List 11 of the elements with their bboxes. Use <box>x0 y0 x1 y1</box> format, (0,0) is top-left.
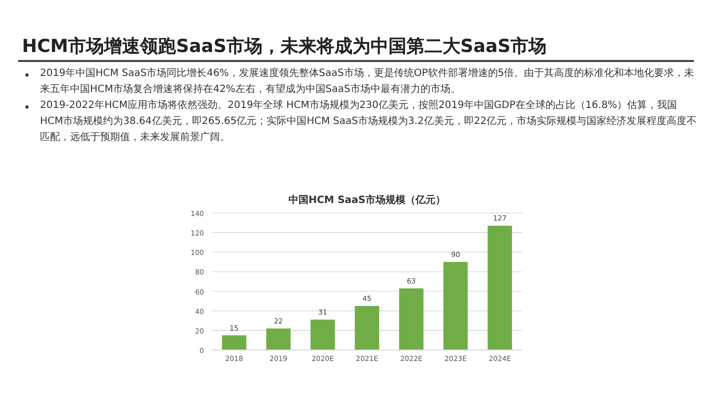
chart-title: HCM市场增速领跑SaaS市场，未来将成为中国第二大SaaS市场 <box>22 35 547 58</box>
bar <box>222 335 246 350</box>
bar <box>399 288 424 350</box>
bar <box>354 306 380 350</box>
text: 2019-2022年HCM应用市场将依然强劲。2019年全球 HCM市场规模为230亿美元，按照2019年中国GDP在全球的占比（16.8%）估算，我国HCM市场规模约为38.64亿美元，即265.65亿元；实际中国HCM SaaS市场规模为3.2亿美元，即22亿元，市场实际规模与国家经济发展程度高度不匹配，远低于预期值，未来发展前景广阔。 <box>39 98 697 145</box>
bar <box>310 320 335 350</box>
chart-subtitle: 中国HCM SaaS市场规模（亿元） <box>288 194 446 206</box>
bar <box>443 262 468 350</box>
bar <box>488 226 512 350</box>
bar <box>266 328 291 350</box>
text: 2019年中国HCM SaaS市场同比增长46%，发展速度领先整体SaaS市场，更是传统OP软件部署增速的5倍。由于其高度的标准化和本地化要求，未来五年中国HCM市场复合增速将保持在42%左右，有望成为中国SaaS市场中最有潜力的市场。 <box>39 66 696 97</box>
